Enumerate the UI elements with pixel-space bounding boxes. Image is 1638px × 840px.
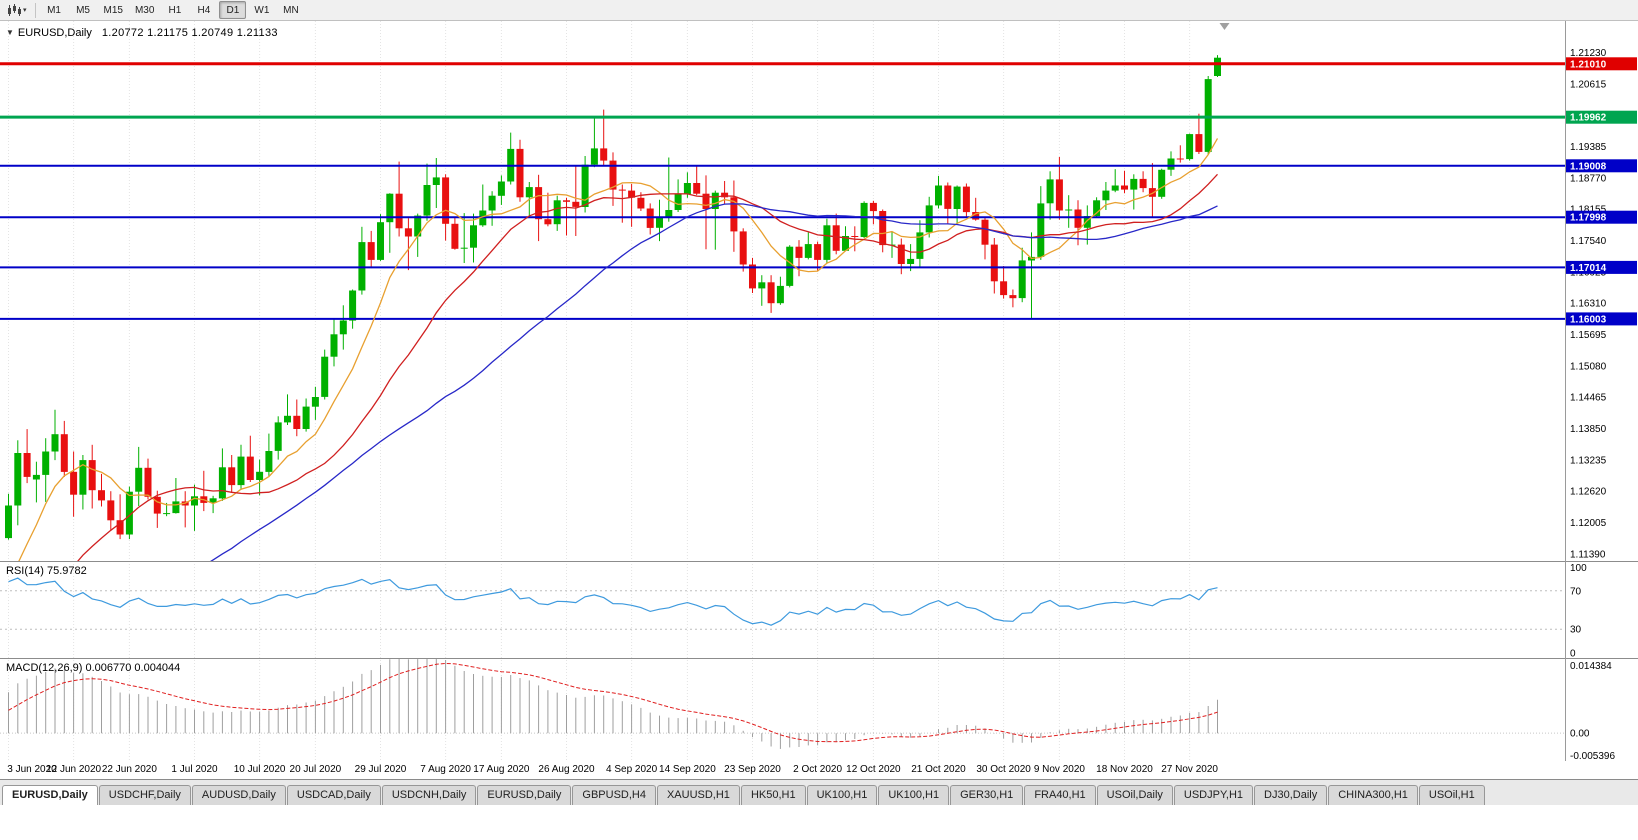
timeframe-button[interactable]: H4 bbox=[190, 1, 217, 19]
svg-text:1.16003: 1.16003 bbox=[1570, 314, 1607, 325]
timeframe-button[interactable]: W1 bbox=[248, 1, 275, 19]
svg-text:1.17540: 1.17540 bbox=[1570, 236, 1607, 247]
svg-text:70: 70 bbox=[1570, 586, 1582, 597]
svg-text:1.11390: 1.11390 bbox=[1570, 549, 1606, 560]
svg-text:1.21230: 1.21230 bbox=[1570, 48, 1607, 59]
price-badge bbox=[1566, 159, 1637, 173]
svg-text:1.19962: 1.19962 bbox=[1570, 113, 1607, 124]
chart-tab[interactable]: AUDUSD,Daily bbox=[191, 785, 286, 805]
chart-tab[interactable]: GER30,H1 bbox=[950, 785, 1024, 805]
date-label: 2 Oct 2020 bbox=[793, 764, 843, 775]
svg-text:1.17014: 1.17014 bbox=[1570, 263, 1607, 274]
chart-tab-bar: EURUSD,Daily USDCHF,Daily AUDUSD,Daily U… bbox=[0, 779, 1638, 805]
price-badge bbox=[1566, 312, 1637, 326]
period-toolbar: ▾ M1 M5 M15 M30 H1 H4 D1 W1 MN bbox=[0, 0, 1638, 21]
timeframe-button[interactable]: M5 bbox=[70, 1, 97, 19]
timeframe-group: M1 M5 M15 M30 H1 H4 D1 W1 MN bbox=[40, 1, 306, 19]
rsi-line bbox=[8, 577, 1218, 626]
date-label: 30 Oct 2020 bbox=[976, 764, 1031, 775]
candlestick-chart-icon bbox=[8, 3, 21, 16]
date-label: 7 Aug 2020 bbox=[420, 764, 471, 775]
date-label: 22 Jun 2020 bbox=[101, 764, 157, 775]
dropdown-arrow-icon: ▾ bbox=[23, 7, 27, 14]
date-label: 1 Jul 2020 bbox=[171, 764, 218, 775]
date-label: 17 Aug 2020 bbox=[473, 764, 530, 775]
chart-tab[interactable]: EURUSD,Daily bbox=[2, 785, 98, 805]
date-label: 14 Sep 2020 bbox=[659, 764, 716, 775]
svg-text:1.14465: 1.14465 bbox=[1570, 393, 1607, 404]
timeframe-button[interactable]: MN bbox=[277, 1, 304, 19]
timeframe-button[interactable]: M15 bbox=[99, 1, 128, 19]
chart-window: 1.212301.206151.200001.193851.187701.181… bbox=[0, 21, 1638, 761]
chart-type-button[interactable]: ▾ bbox=[3, 1, 31, 19]
price-badge bbox=[1566, 210, 1637, 224]
chart-tab[interactable]: USDJPY,H1 bbox=[1173, 785, 1254, 805]
svg-text:1.18155: 1.18155 bbox=[1570, 205, 1607, 216]
svg-text:1.13850: 1.13850 bbox=[1570, 424, 1607, 435]
date-label: 10 Jul 2020 bbox=[233, 764, 286, 775]
chart-shift-marker[interactable] bbox=[1219, 23, 1230, 30]
date-label: 12 Jun 2020 bbox=[46, 764, 102, 775]
svg-text:0.014384: 0.014384 bbox=[1570, 661, 1612, 672]
chart-canvas[interactable]: 1.212301.206151.200001.193851.187701.181… bbox=[0, 21, 1638, 761]
svg-text:1.19385: 1.19385 bbox=[1570, 142, 1607, 153]
svg-text:1.16310: 1.16310 bbox=[1570, 299, 1607, 310]
svg-text:0: 0 bbox=[1570, 649, 1576, 660]
svg-text:1.19008: 1.19008 bbox=[1570, 161, 1607, 172]
timeframe-button[interactable]: H1 bbox=[161, 1, 188, 19]
date-axis[interactable]: 3 Jun 2020 12 Jun 2020 22 Jun 2020 1 Jul 20… bbox=[0, 761, 1638, 779]
chart-tab[interactable]: FRA40,H1 bbox=[1024, 785, 1096, 805]
date-label: 29 Jul 2020 bbox=[354, 764, 407, 775]
svg-text:30: 30 bbox=[1570, 625, 1582, 636]
chart-tab[interactable]: EURUSD,Daily bbox=[477, 785, 572, 805]
price-badge bbox=[1566, 260, 1637, 274]
date-label: 26 Aug 2020 bbox=[538, 764, 595, 775]
svg-text:1.13235: 1.13235 bbox=[1570, 455, 1607, 466]
date-label: 21 Oct 2020 bbox=[911, 764, 966, 775]
macd-histogram bbox=[8, 659, 1218, 749]
date-label: 4 Sep 2020 bbox=[606, 764, 658, 775]
chart-tab[interactable]: CHINA300,H1 bbox=[1328, 785, 1418, 805]
chart-tab[interactable]: USDCHF,Daily bbox=[98, 785, 191, 805]
chart-tab[interactable]: USDCAD,Daily bbox=[286, 785, 381, 805]
svg-text:1.20615: 1.20615 bbox=[1570, 79, 1607, 90]
slow-ma-line bbox=[210, 203, 1218, 561]
svg-text:1.12620: 1.12620 bbox=[1570, 487, 1607, 498]
chart-tab[interactable]: USOil,Daily bbox=[1096, 785, 1173, 805]
price-badge bbox=[1566, 57, 1637, 71]
toolbar-separator bbox=[34, 2, 36, 18]
svg-text:1.17998: 1.17998 bbox=[1570, 213, 1607, 224]
date-label: 20 Jul 2020 bbox=[289, 764, 342, 775]
svg-text:100: 100 bbox=[1570, 563, 1587, 574]
chart-tab[interactable]: HK50,H1 bbox=[740, 785, 806, 805]
price-badge bbox=[1566, 110, 1637, 124]
timeframe-button[interactable]: D1 bbox=[219, 1, 247, 19]
date-label: 18 Nov 2020 bbox=[1096, 764, 1153, 775]
date-label: 27 Nov 2020 bbox=[1161, 764, 1218, 775]
date-label: 23 Sep 2020 bbox=[724, 764, 781, 775]
svg-text:1.12005: 1.12005 bbox=[1570, 518, 1607, 529]
date-label: 12 Oct 2020 bbox=[846, 764, 901, 775]
candlesticks bbox=[5, 55, 1221, 540]
macd-signal-line bbox=[8, 662, 1218, 743]
svg-text:1.21010: 1.21010 bbox=[1570, 59, 1607, 70]
svg-text:1.15695: 1.15695 bbox=[1570, 330, 1607, 341]
chart-tab[interactable]: DJ30,Daily bbox=[1254, 785, 1328, 805]
chart-tab[interactable]: UK100,H1 bbox=[878, 785, 950, 805]
date-label: 9 Nov 2020 bbox=[1033, 764, 1085, 775]
svg-text:-0.005396: -0.005396 bbox=[1570, 751, 1615, 761]
svg-text:0.00: 0.00 bbox=[1570, 729, 1590, 740]
chart-tab[interactable]: USOil,H1 bbox=[1418, 785, 1485, 805]
chart-tab[interactable]: XAUUSD,H1 bbox=[656, 785, 740, 805]
timeframe-button[interactable]: M30 bbox=[130, 1, 159, 19]
chart-tab[interactable]: USDCNH,Daily bbox=[381, 785, 477, 805]
date-label: 3 Jun 2020 bbox=[7, 764, 57, 775]
svg-text:1.18770: 1.18770 bbox=[1570, 173, 1607, 184]
fast-ma-line bbox=[18, 138, 1219, 561]
chart-tab[interactable]: GBPUSD,H4 bbox=[572, 785, 656, 805]
timeframe-button[interactable]: M1 bbox=[41, 1, 68, 19]
svg-text:1.15080: 1.15080 bbox=[1570, 361, 1607, 372]
chart-tab[interactable]: UK100,H1 bbox=[806, 785, 878, 805]
